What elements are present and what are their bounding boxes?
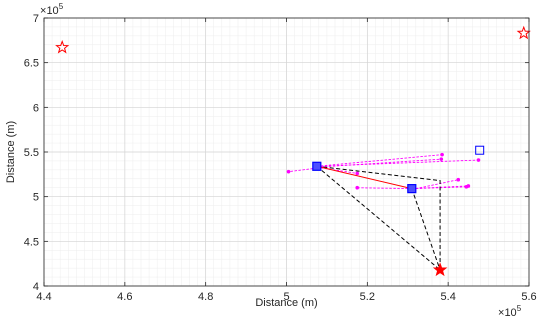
open-star-marker — [55, 40, 70, 54]
y-exponent-base: × — [40, 5, 46, 17]
trajectory-point — [456, 177, 461, 182]
x-tick-label: 5 — [283, 291, 289, 303]
x-tick-label: 5.4 — [441, 291, 456, 303]
x-tick-label: 4.4 — [36, 291, 51, 303]
y-tick-label: 6.5 — [24, 58, 39, 70]
trajectory-line — [316, 166, 358, 174]
trajectory-line — [316, 154, 443, 167]
open-star-marker — [516, 25, 531, 40]
x-tick-label: 4.8 — [198, 291, 213, 303]
trajectory-point — [466, 184, 471, 188]
trajectory-line — [357, 187, 412, 190]
x-tick-label: 5.6 — [521, 291, 536, 303]
y-tick-label: 6 — [33, 102, 39, 114]
x-tick-label: 5.2 — [360, 291, 375, 303]
y-axis-label: Distance (m) — [5, 121, 17, 183]
y-tick-label: 4.5 — [24, 236, 39, 248]
trajectory-line — [288, 167, 317, 173]
x-exponent-power: 5 — [517, 304, 522, 313]
dashed-link — [411, 188, 441, 271]
filled-square-marker — [312, 161, 322, 171]
x-tick-label: 4.6 — [117, 291, 132, 303]
y-tick-label: 7 — [33, 13, 39, 25]
plot-series — [55, 25, 531, 277]
axis-ticks: 4.4 4.6 4.8 5 5.2 5.4 5.6 4 4.5 5 5.5 6 6.5 7 — [24, 13, 537, 303]
y-tick-label: 5.5 — [24, 147, 39, 159]
trajectory-point — [355, 171, 360, 176]
dashed-link — [316, 165, 441, 271]
trajectory-point — [355, 185, 360, 190]
filled-star-marker — [432, 262, 448, 277]
trajectory-point — [440, 152, 444, 157]
y-tick-label: 4 — [33, 281, 39, 293]
solid-link — [316, 165, 412, 190]
trajectory-line — [316, 159, 479, 167]
x-exponent-base-number: 10 — [504, 307, 516, 319]
y-tick-label: 5 — [33, 192, 39, 204]
x-exponent-base: × — [498, 307, 504, 319]
y-exponent-base-number: 10 — [46, 5, 58, 17]
x-axis-exponent: ×105 — [498, 304, 522, 319]
trajectory-point — [286, 169, 291, 174]
trajectory-point — [439, 157, 444, 161]
y-exponent-power: 5 — [59, 2, 64, 11]
open-square-marker — [475, 145, 485, 155]
filled-square-marker — [407, 184, 417, 194]
trajectory-point — [476, 158, 481, 162]
y-axis-exponent: ×105 — [40, 2, 64, 17]
x-axis-label: Distance (m) — [255, 297, 317, 309]
